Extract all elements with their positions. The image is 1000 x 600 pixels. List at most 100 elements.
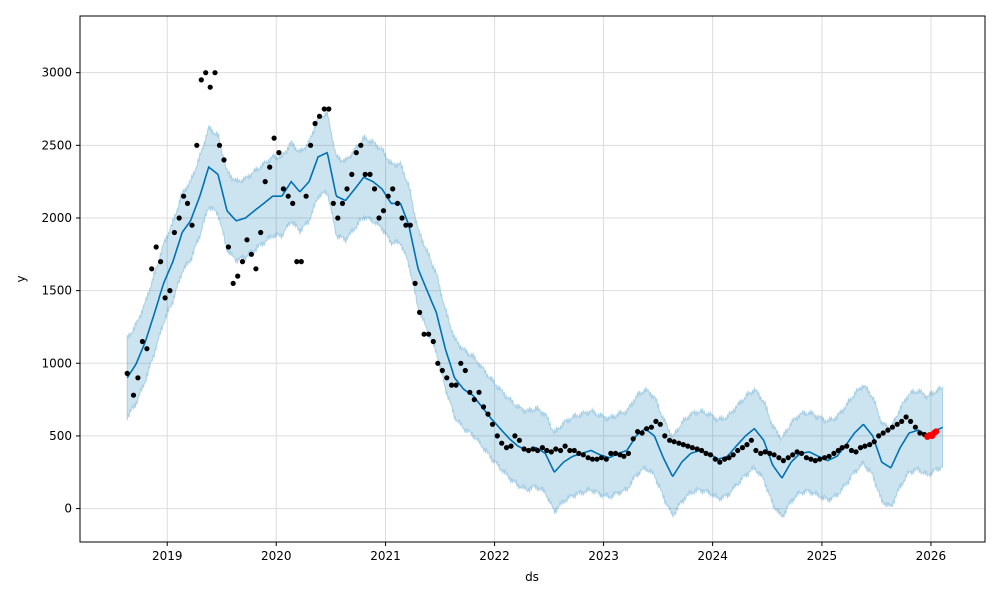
observed-point xyxy=(903,414,909,420)
observed-point xyxy=(694,446,700,452)
observed-point xyxy=(181,193,187,199)
y-tick-label: 2500 xyxy=(41,138,72,152)
observed-point xyxy=(335,215,341,221)
x-tick-label: 2024 xyxy=(697,549,728,563)
observed-point xyxy=(167,288,173,294)
observed-point xyxy=(244,237,250,243)
observed-point xyxy=(158,259,164,265)
observed-point xyxy=(726,455,732,461)
observed-point xyxy=(203,70,209,76)
plot-frame xyxy=(79,15,986,543)
observed-point xyxy=(316,113,323,119)
observed-point xyxy=(184,200,191,206)
observed-point xyxy=(312,120,318,127)
observed-point xyxy=(885,427,891,433)
observed-point xyxy=(198,77,204,83)
x-tick-label: 2020 xyxy=(261,549,292,563)
observed-point xyxy=(585,455,591,461)
observed-point xyxy=(576,450,582,456)
observed-point xyxy=(216,142,223,148)
observed-points xyxy=(124,70,932,465)
observed-point xyxy=(471,397,477,403)
observed-point xyxy=(376,215,382,221)
observed-point xyxy=(262,179,268,185)
observed-point xyxy=(612,450,619,456)
observed-point xyxy=(730,452,736,458)
observed-point xyxy=(794,449,800,455)
observed-point xyxy=(748,437,755,443)
observed-point xyxy=(248,251,254,257)
observed-point xyxy=(648,424,655,430)
observed-point xyxy=(298,259,304,265)
y-tick-label: 500 xyxy=(49,429,72,443)
uncertainty-band xyxy=(126,109,944,519)
y-tick-label: 1500 xyxy=(41,284,72,298)
observed-point xyxy=(644,426,650,432)
x-tick-label: 2025 xyxy=(807,549,838,563)
observed-point xyxy=(844,443,850,449)
observed-point xyxy=(489,421,496,427)
observed-point xyxy=(321,106,327,112)
observed-point xyxy=(385,193,391,199)
y-tick-label: 2000 xyxy=(41,211,72,225)
observed-point xyxy=(267,164,273,170)
observed-point xyxy=(530,446,536,452)
observed-point xyxy=(349,171,355,177)
observed-point xyxy=(326,106,332,112)
observed-point xyxy=(653,418,659,424)
observed-point xyxy=(558,447,564,454)
observed-point xyxy=(371,186,378,192)
observed-point xyxy=(667,437,673,443)
observed-point xyxy=(439,367,445,374)
observed-point xyxy=(207,84,213,90)
observed-point xyxy=(276,150,282,156)
observed-point xyxy=(876,433,882,439)
observed-point xyxy=(194,142,200,148)
observed-point xyxy=(853,449,859,455)
observed-point xyxy=(421,331,427,337)
observed-point xyxy=(848,447,855,454)
observed-point xyxy=(344,186,350,192)
y-tick-label: 1000 xyxy=(41,356,72,370)
observed-point xyxy=(480,404,487,410)
observed-point xyxy=(908,418,914,424)
observed-point xyxy=(762,449,768,455)
observed-point xyxy=(399,215,405,221)
observed-point xyxy=(712,456,718,462)
observed-point xyxy=(539,445,546,451)
observed-point xyxy=(589,456,596,462)
observed-point xyxy=(412,280,418,286)
observed-point xyxy=(508,443,514,449)
observed-point xyxy=(235,273,241,279)
observed-point xyxy=(407,222,413,228)
observed-point xyxy=(403,222,409,228)
observed-point xyxy=(225,244,231,250)
highlight-point xyxy=(932,428,940,435)
observed-point xyxy=(294,259,300,265)
observed-point xyxy=(458,360,464,366)
observed-point xyxy=(871,439,877,445)
observed-point xyxy=(444,375,450,381)
observed-point xyxy=(917,430,923,436)
observed-point xyxy=(831,450,837,456)
observed-point xyxy=(812,458,818,464)
observed-point xyxy=(358,142,364,148)
observed-point xyxy=(230,280,236,286)
observed-point xyxy=(671,439,677,445)
observed-point xyxy=(212,70,218,76)
observed-point xyxy=(390,186,396,192)
observed-point xyxy=(139,338,145,345)
observed-point xyxy=(271,135,277,141)
observed-point xyxy=(548,449,554,455)
observed-point xyxy=(867,442,873,448)
observed-point xyxy=(189,222,195,228)
observed-point xyxy=(435,360,441,366)
observed-point xyxy=(494,433,500,439)
observed-point xyxy=(639,430,645,436)
observed-point xyxy=(449,382,455,388)
observed-point xyxy=(680,442,686,448)
observed-point xyxy=(767,450,773,456)
observed-point xyxy=(717,459,723,465)
observed-point xyxy=(625,450,632,456)
observed-point xyxy=(567,447,573,454)
